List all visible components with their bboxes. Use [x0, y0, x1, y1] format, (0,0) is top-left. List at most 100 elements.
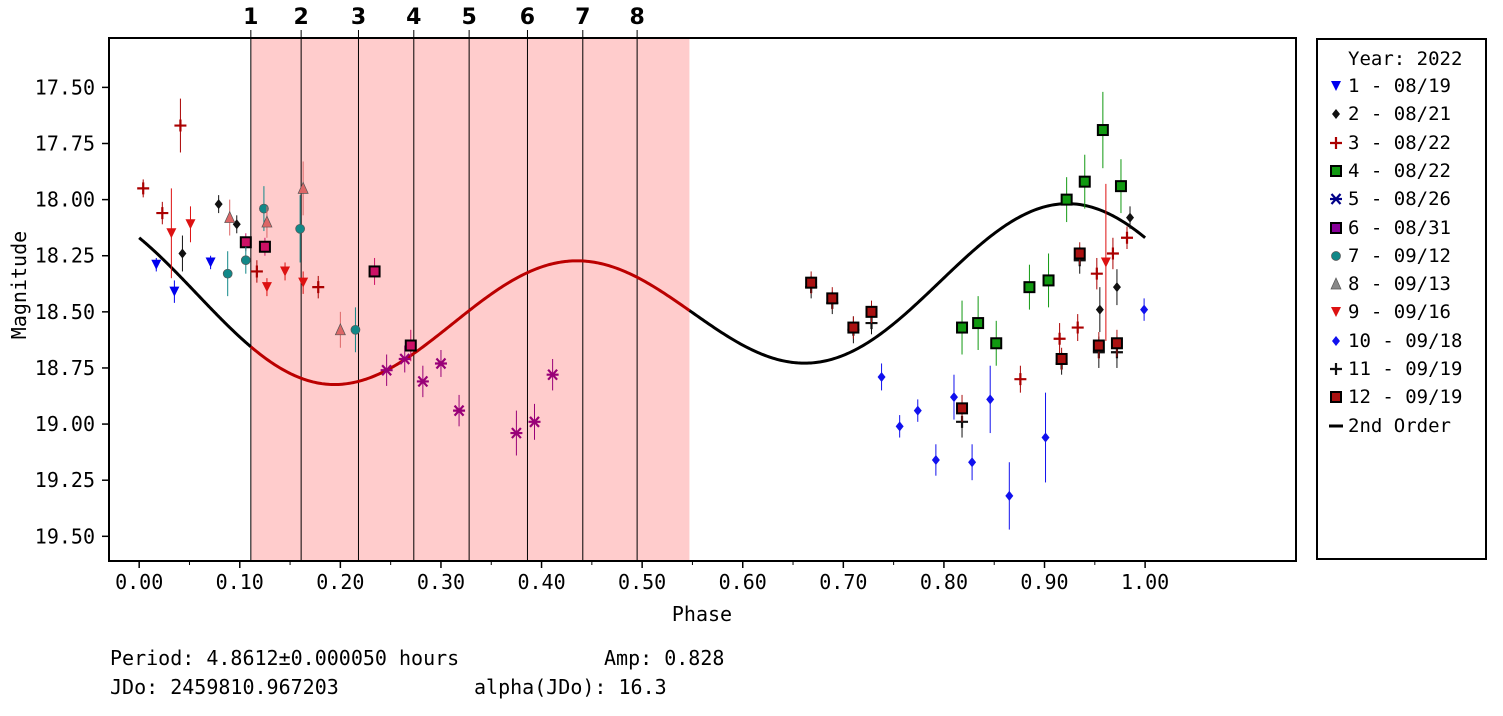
- data-point: [178, 248, 187, 259]
- shaded-phase-range: [250, 38, 690, 561]
- data-point: [826, 292, 839, 305]
- data-point: [1090, 267, 1103, 280]
- data-point: [972, 317, 985, 330]
- data-point: [1053, 332, 1066, 345]
- data-point: [250, 265, 263, 278]
- data-point: [956, 402, 969, 415]
- data-point: [380, 364, 393, 376]
- diamond-marker-icon: [1332, 335, 1340, 346]
- data-point: [312, 281, 325, 294]
- legend-label: 8 - 09/13: [1348, 273, 1451, 296]
- data-point: [956, 321, 969, 334]
- y-tick-label: 18.50: [35, 300, 95, 324]
- legend-label: 2nd Order: [1348, 414, 1451, 437]
- x-tick-label: 0.30: [417, 570, 465, 594]
- x-tick-label: 0.10: [216, 570, 264, 594]
- data-point: [258, 240, 271, 253]
- data-point: [1100, 257, 1111, 268]
- period-text: Period: 4.8612±0.000050 hours: [110, 646, 460, 670]
- legend-label: 10 - 09/18: [1348, 329, 1463, 352]
- x-tick-label: 0.20: [316, 570, 364, 594]
- data-point: [1121, 231, 1133, 244]
- asterisk-marker-icon: [1330, 193, 1342, 205]
- data-point: [528, 416, 541, 428]
- data-point: [1005, 490, 1014, 501]
- line-marker-icon: [1329, 424, 1343, 428]
- data-point: [1078, 175, 1091, 188]
- tri-down-marker-icon: [1331, 307, 1341, 318]
- amp-text: Amp: 0.828: [604, 646, 725, 670]
- y-tick-label: 18.25: [35, 244, 95, 268]
- data-point: [913, 405, 922, 416]
- data-point: [404, 339, 417, 352]
- data-point: [240, 255, 251, 266]
- data-point: [865, 305, 878, 318]
- data-point: [156, 207, 169, 220]
- data-point: [847, 321, 860, 334]
- data-point: [298, 277, 309, 288]
- data-point: [185, 219, 196, 230]
- fit-curve-highlighted-segment: [249, 259, 691, 387]
- data-point: [931, 454, 940, 465]
- x-tick-label: 0.80: [920, 570, 968, 594]
- plus-marker-icon: [1330, 136, 1342, 149]
- legend-marker: [1331, 307, 1341, 318]
- data-point: [239, 236, 252, 249]
- data-point: [214, 199, 223, 210]
- legend-marker: [1330, 277, 1342, 290]
- marker-label-3: 3: [351, 5, 366, 30]
- data-point: [510, 427, 523, 439]
- data-point: [986, 394, 995, 405]
- y-tick-label: 17.75: [35, 131, 95, 155]
- circle-marker-icon: [1331, 250, 1341, 261]
- data-point: [1023, 281, 1036, 294]
- x-tick-label: 0.40: [517, 570, 565, 594]
- data-point: [1140, 304, 1149, 315]
- alpha-text: alpha(JDo): 16.3: [474, 675, 667, 699]
- x-tick-label: 0.60: [719, 570, 767, 594]
- legend-marker: [1330, 391, 1342, 404]
- legend-label: 11 - 09/19: [1348, 358, 1463, 380]
- marker-label-5: 5: [461, 5, 476, 30]
- legend-marker: [1330, 221, 1342, 234]
- data-point: [1106, 247, 1119, 260]
- data-point: [261, 282, 272, 293]
- data-point: [990, 337, 1003, 350]
- data-point: [1114, 180, 1127, 193]
- data-point: [334, 322, 346, 336]
- diamond-marker-icon: [1332, 109, 1340, 120]
- data-point: [1060, 193, 1073, 206]
- legend-label: 7 - 09/12: [1348, 244, 1451, 267]
- y-tick-label: 19.00: [35, 412, 95, 436]
- y-tick-label: 19.25: [35, 468, 95, 492]
- tri-up-marker-icon: [1330, 277, 1342, 290]
- y-tick-label: 17.50: [35, 75, 95, 99]
- data-point: [368, 265, 381, 278]
- data-point: [169, 286, 180, 297]
- legend-marker: [1331, 81, 1341, 91]
- data-point: [224, 210, 236, 223]
- legend-label: 1 - 08/19: [1348, 75, 1451, 97]
- jdo-text: JDo: 2459810.967203: [110, 675, 339, 699]
- data-point: [877, 371, 886, 382]
- legend-title: Year: 2022: [1348, 48, 1463, 70]
- data-point: [295, 223, 305, 234]
- legend-label: 12 - 09/19: [1348, 386, 1463, 409]
- legend-marker: [1331, 250, 1341, 261]
- data-points: [137, 91, 1149, 530]
- marker-label-1: 1: [243, 5, 258, 30]
- data-point: [166, 228, 177, 239]
- data-point: [350, 324, 361, 335]
- marker-lines: 1 2 3 4 5 6 7 8: [243, 5, 645, 561]
- data-point: [137, 182, 150, 195]
- marker-label-7: 7: [575, 5, 590, 30]
- legend-marker: [1330, 164, 1342, 177]
- data-point: [222, 268, 233, 279]
- data-point: [805, 276, 818, 289]
- legend-label: 3 - 08/22: [1348, 131, 1451, 154]
- x-tick-label: 0.70: [819, 570, 867, 594]
- tri-down-marker-icon: [1331, 81, 1341, 91]
- data-point: [1096, 124, 1109, 137]
- data-point: [949, 392, 958, 403]
